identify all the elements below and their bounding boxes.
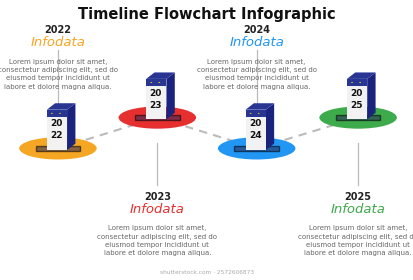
Text: shutterstock.com · 2572606873: shutterstock.com · 2572606873 <box>159 270 254 275</box>
Text: Lorem ipsum dolor sit amet,
consectetur adipiscing elit, sed do
eiusmod tempor i: Lorem ipsum dolor sit amet, consectetur … <box>196 59 316 90</box>
Polygon shape <box>366 73 375 119</box>
Polygon shape <box>47 103 75 110</box>
FancyBboxPatch shape <box>234 146 278 151</box>
Text: 2023: 2023 <box>143 192 171 202</box>
Text: Infodata: Infodata <box>330 203 385 216</box>
FancyBboxPatch shape <box>346 79 366 86</box>
Text: 20: 20 <box>249 119 261 128</box>
Ellipse shape <box>59 113 61 114</box>
FancyBboxPatch shape <box>245 110 265 117</box>
FancyBboxPatch shape <box>346 79 366 119</box>
FancyBboxPatch shape <box>47 110 67 150</box>
Ellipse shape <box>150 82 152 83</box>
Text: 25: 25 <box>349 101 362 109</box>
Polygon shape <box>245 103 273 110</box>
Ellipse shape <box>257 113 259 114</box>
Text: 23: 23 <box>149 101 162 109</box>
Text: Infodata: Infodata <box>229 36 283 49</box>
Text: Lorem ipsum dolor sit amet,
consectetur adipiscing elit, sed do
eiusmod tempor i: Lorem ipsum dolor sit amet, consectetur … <box>97 225 217 256</box>
Ellipse shape <box>350 82 352 83</box>
Text: 20: 20 <box>150 88 162 97</box>
Ellipse shape <box>217 137 295 160</box>
Text: Lorem ipsum dolor sit amet,
consectetur adipiscing elit, sed do
eiusmod tempor i: Lorem ipsum dolor sit amet, consectetur … <box>297 225 413 256</box>
Ellipse shape <box>51 113 52 114</box>
Text: Infodata: Infodata <box>31 36 85 49</box>
Ellipse shape <box>158 82 160 83</box>
Ellipse shape <box>19 137 97 160</box>
Ellipse shape <box>118 106 196 129</box>
Polygon shape <box>265 103 273 150</box>
Polygon shape <box>146 73 174 79</box>
Text: Infodata: Infodata <box>130 203 184 216</box>
Text: 2024: 2024 <box>242 25 270 35</box>
FancyBboxPatch shape <box>135 115 179 120</box>
FancyBboxPatch shape <box>335 115 380 120</box>
Text: 2025: 2025 <box>344 192 371 202</box>
FancyBboxPatch shape <box>146 79 166 119</box>
Polygon shape <box>166 73 174 119</box>
FancyBboxPatch shape <box>36 146 80 151</box>
Text: 20: 20 <box>350 88 362 97</box>
FancyBboxPatch shape <box>146 79 166 86</box>
Ellipse shape <box>249 113 251 114</box>
Ellipse shape <box>358 82 360 83</box>
Ellipse shape <box>318 106 396 129</box>
Text: Lorem ipsum dolor sit amet,
consectetur adipiscing elit, sed do
eiusmod tempor i: Lorem ipsum dolor sit amet, consectetur … <box>0 59 118 90</box>
Text: 20: 20 <box>50 119 63 128</box>
Text: 22: 22 <box>50 131 63 140</box>
Text: 2022: 2022 <box>44 25 71 35</box>
Polygon shape <box>346 73 375 79</box>
FancyBboxPatch shape <box>47 110 67 117</box>
FancyBboxPatch shape <box>245 110 265 150</box>
Text: Timeline Flowchart Infographic: Timeline Flowchart Infographic <box>78 7 335 22</box>
Text: 24: 24 <box>248 131 261 140</box>
Polygon shape <box>67 103 75 150</box>
